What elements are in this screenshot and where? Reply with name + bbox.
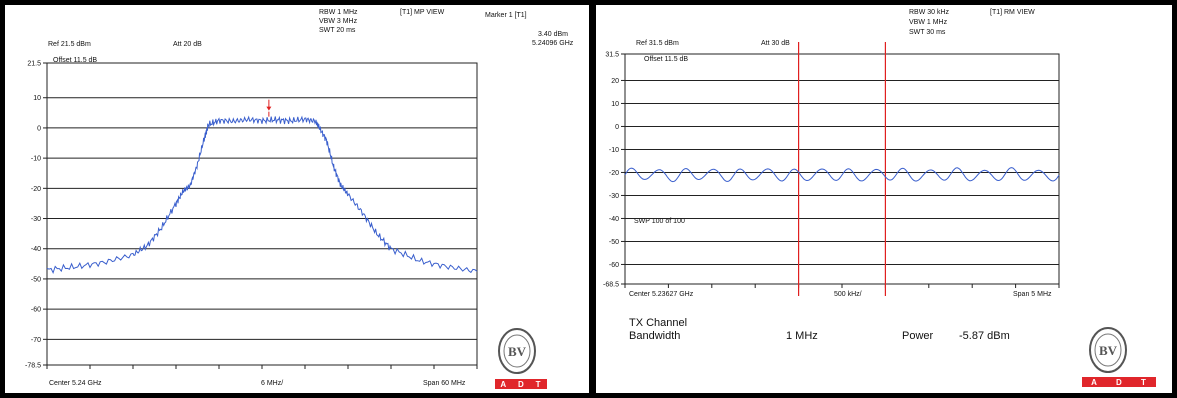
view-label: [T1] RM VIEW xyxy=(990,9,1035,16)
offset-label: Offset 11.5 dB xyxy=(53,57,98,64)
svg-text:BV: BV xyxy=(508,344,527,359)
y-tick-label: -50 xyxy=(609,239,619,246)
y-tick-label: -30 xyxy=(609,193,619,200)
y-tick-label: 20 xyxy=(611,78,619,85)
reference-level: Ref 31.5 dBm xyxy=(636,40,679,47)
y-tick-label: 31.5 xyxy=(605,52,619,59)
y-tick-label: -70 xyxy=(31,337,41,344)
brand-letter: T xyxy=(1140,377,1147,387)
brand-letter: A xyxy=(1091,377,1098,387)
frequency-per-division: 6 MHz/ xyxy=(261,380,284,387)
left-spectrum-panel: RBW 1 MHz VBW 3 MHz SWT 20 ms [T1] MP VI… xyxy=(5,5,589,393)
y-tick-label: -30 xyxy=(31,216,41,223)
vbw-label: VBW 1 MHz xyxy=(909,19,948,26)
rbw-label: RBW 1 MHz xyxy=(319,9,358,16)
frequency-per-division: 500 kHz/ xyxy=(834,291,862,298)
tx-channel-label: TX Channel xyxy=(629,317,688,329)
brand-letter: D xyxy=(1116,377,1123,387)
y-tick-label: 10 xyxy=(33,95,41,102)
vbw-label: VBW 3 MHz xyxy=(319,18,358,25)
y-tick-label: -40 xyxy=(31,246,41,253)
brand-letter: A xyxy=(500,379,508,389)
y-tick-label: -60 xyxy=(31,307,41,314)
right-plot-area: 31.5 20 10 0 -10 -20 -30 -40 -50 -60 -68.5 xyxy=(603,42,1060,296)
bureau-veritas-seal-icon: BV xyxy=(1089,327,1127,373)
right-spectrum-panel: RBW 30 kHz VBW 1 MHz SWT 30 ms [T1] RM V… xyxy=(596,5,1172,393)
y-tick-label: -68.5 xyxy=(603,282,619,289)
y-tick-label: -40 xyxy=(609,216,619,223)
left-plot-area: 21.5 10 0 -10 -20 -30 -40 -50 -60 -70 -78.5 xyxy=(25,61,478,370)
spectrum-trace xyxy=(624,167,1060,183)
power-value: -5.87 dBm xyxy=(959,330,1010,342)
brand-letter: T xyxy=(535,379,542,389)
y-tick-label: -20 xyxy=(31,186,41,193)
plot-frame xyxy=(624,53,1060,285)
rbw-label: RBW 30 kHz xyxy=(909,9,950,16)
y-tick-label: -60 xyxy=(609,262,619,269)
y-tick-label: -78.5 xyxy=(25,363,41,370)
bandwidth-label: Bandwidth xyxy=(629,330,681,342)
y-tick-label: -20 xyxy=(609,170,619,177)
bureau-veritas-seal-icon: BV xyxy=(498,328,536,374)
marker-level: 3.40 dBm xyxy=(538,31,568,38)
reference-level: Ref 21.5 dBm xyxy=(48,41,91,48)
marker-arrowhead xyxy=(266,106,272,111)
bandwidth-value: 1 MHz xyxy=(786,330,818,342)
svg-text:BV: BV xyxy=(1099,343,1118,358)
power-label: Power xyxy=(902,330,934,342)
marker-label: Marker 1 [T1] xyxy=(485,12,527,19)
center-frequency: Center 5.24 GHz xyxy=(49,380,102,387)
y-tick-label: 0 xyxy=(615,124,619,131)
y-tick-label: 10 xyxy=(611,101,619,108)
y-tick-label: 0 xyxy=(37,125,41,132)
y-tick-label: -10 xyxy=(31,156,41,163)
y-tick-label: 21.5 xyxy=(27,61,41,68)
view-label: [T1] MP VIEW xyxy=(400,9,445,16)
swt-label: SWT 20 ms xyxy=(319,27,356,34)
y-tick-label: -10 xyxy=(609,147,619,154)
swt-label: SWT 30 ms xyxy=(909,29,946,36)
plot-frame xyxy=(46,62,478,366)
brand-letter: D xyxy=(518,379,525,389)
y-tick-label: -50 xyxy=(31,276,41,283)
sweep-count: SWP 100 of 100 xyxy=(634,218,685,225)
spectrum-trace xyxy=(46,115,478,275)
attenuation: Att 30 dB xyxy=(761,40,790,47)
offset-label: Offset 11.5 dB xyxy=(644,56,689,63)
center-frequency: Center 5.23627 GHz xyxy=(629,291,694,298)
marker-frequency: 5.24096 GHz xyxy=(532,40,574,47)
attenuation: Att 20 dB xyxy=(173,41,202,48)
span-label: Span 5 MHz xyxy=(1013,291,1052,298)
span-label: Span 60 MHz xyxy=(423,380,466,387)
